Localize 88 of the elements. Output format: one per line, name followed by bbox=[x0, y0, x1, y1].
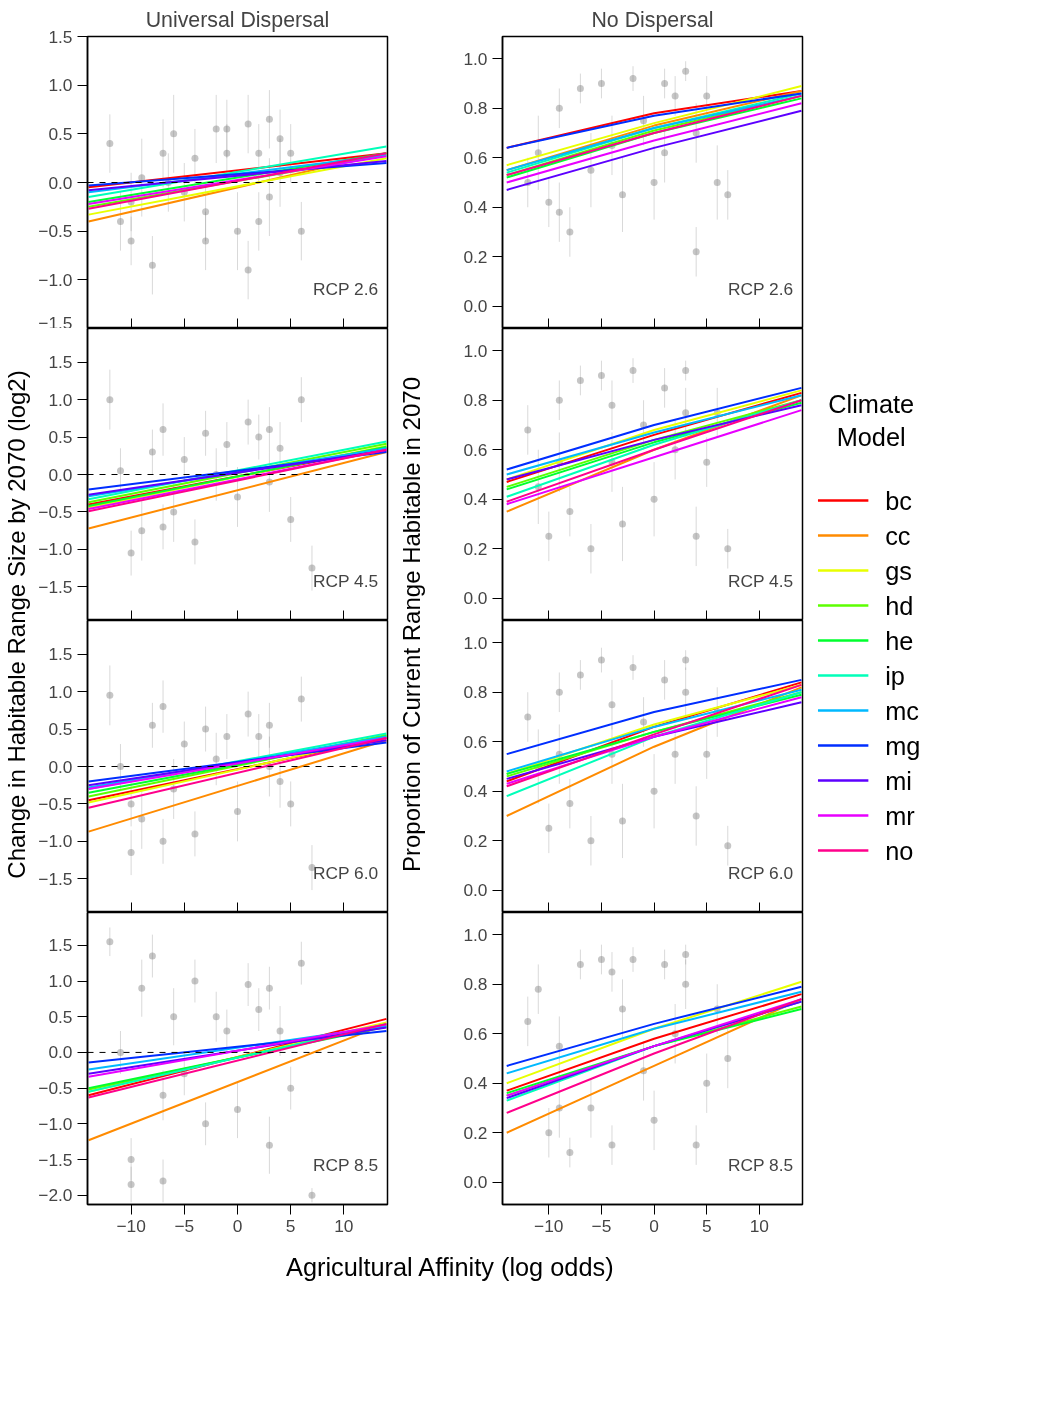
annotation: RCP 2.6 bbox=[728, 279, 794, 300]
y-tick-label: 0.5 bbox=[48, 427, 73, 448]
y-tick-label: 1.0 bbox=[48, 75, 73, 96]
y-tick-label: 0.0 bbox=[463, 296, 488, 317]
x-tick-label: −5 bbox=[591, 1215, 612, 1236]
chart-title: No Dispersal bbox=[591, 7, 714, 32]
y-tick-label: 1.5 bbox=[48, 26, 73, 47]
annotation: RCP 6.0 bbox=[313, 863, 379, 884]
y-tick-label: −1.5 bbox=[38, 1149, 73, 1170]
y-tick-label: 1.0 bbox=[463, 924, 488, 945]
y-tick-label: −1.0 bbox=[38, 269, 73, 290]
y-tick-label: 1.0 bbox=[48, 681, 73, 702]
y-tick-label: 1.5 bbox=[48, 352, 73, 373]
y-tick-label: 0.0 bbox=[48, 1042, 73, 1063]
y-tick-label: −1.5 bbox=[38, 868, 73, 889]
y-tick-label: 0.6 bbox=[463, 439, 488, 460]
y-tick-label: 0.6 bbox=[463, 147, 488, 168]
y-tick-label: 1.5 bbox=[48, 644, 73, 665]
y-tick-label: 0.4 bbox=[463, 781, 488, 802]
y-tick-label: 0.0 bbox=[463, 880, 488, 901]
x-tick-label: 10 bbox=[749, 1215, 769, 1236]
x-tick-label: 10 bbox=[334, 1215, 354, 1236]
y-tick-label: 0.0 bbox=[463, 588, 488, 609]
y-tick-label: 1.0 bbox=[48, 971, 73, 992]
y-tick-label: 0.8 bbox=[463, 974, 488, 995]
legend-label: bc bbox=[885, 486, 912, 515]
x-tick-label: 0 bbox=[649, 1215, 659, 1236]
y-tick-label: 0.6 bbox=[463, 731, 488, 752]
y-tick-label: −1.0 bbox=[38, 1113, 73, 1134]
y-tick-label: 0.8 bbox=[463, 682, 488, 703]
y-tick-label: −0.5 bbox=[38, 1078, 73, 1099]
annotation: RCP 6.0 bbox=[728, 863, 794, 884]
y-tick-label: −2.0 bbox=[38, 1185, 73, 1206]
y-tick-label: −1.0 bbox=[38, 831, 73, 852]
y-tick-label: 0.2 bbox=[463, 246, 488, 267]
legend-label: mc bbox=[885, 696, 919, 725]
y-tick-label: 0.4 bbox=[463, 489, 488, 510]
y-tick-label: 0.2 bbox=[463, 830, 488, 851]
legend-label: no bbox=[885, 836, 914, 865]
y-tick-label: 0.5 bbox=[48, 719, 73, 740]
legend-label: mi bbox=[885, 766, 912, 795]
x-tick-label: −10 bbox=[116, 1215, 146, 1236]
x-tick-label: 5 bbox=[285, 1215, 296, 1236]
legend-label: mg bbox=[885, 731, 921, 760]
annotation: RCP 4.5 bbox=[313, 571, 379, 592]
x-tick-label: 5 bbox=[701, 1215, 712, 1236]
x-tick-label: −5 bbox=[174, 1215, 195, 1236]
y-tick-label: 0.2 bbox=[463, 1122, 488, 1143]
legend-label: he bbox=[885, 626, 914, 655]
annotation: RCP 8.5 bbox=[313, 1155, 379, 1176]
y-tick-label: 0.8 bbox=[463, 390, 488, 411]
chart-title: Universal Dispersal bbox=[145, 7, 330, 32]
y-tick-label: 0.4 bbox=[463, 197, 488, 218]
y-tick-label: 0.0 bbox=[48, 464, 73, 485]
annotation: RCP 4.5 bbox=[728, 571, 794, 592]
y-tick-label: −0.5 bbox=[38, 221, 73, 242]
y-tick-label: 0.8 bbox=[463, 98, 488, 119]
y-axis-title: Proportion of Current Range Habitable in 2070 bbox=[398, 377, 425, 872]
y-tick-label: 0.2 bbox=[463, 538, 488, 559]
x-tick-label: 0 bbox=[232, 1215, 243, 1236]
annotation: RCP 2.6 bbox=[313, 279, 379, 300]
legend-label: gs bbox=[885, 556, 912, 585]
y-tick-label: 1.0 bbox=[463, 48, 488, 69]
y-tick-label: 1.0 bbox=[463, 632, 488, 653]
legend-title: Climate Model bbox=[828, 389, 915, 452]
legend-label: cc bbox=[885, 521, 911, 550]
y-tick-label: 0.0 bbox=[48, 756, 73, 777]
legend-label: hd bbox=[885, 591, 914, 620]
y-tick-label: 1.5 bbox=[48, 935, 73, 956]
y-tick-label: −1.5 bbox=[38, 312, 73, 333]
annotation: RCP 8.5 bbox=[728, 1155, 794, 1176]
y-axis-title: Change in Habitable Range Size by 2070 (log2) bbox=[3, 370, 30, 879]
y-tick-label: 0.5 bbox=[48, 1006, 73, 1027]
y-tick-label: −0.5 bbox=[38, 501, 73, 522]
y-tick-label: 0.0 bbox=[463, 1172, 488, 1193]
legend-label: mr bbox=[885, 801, 916, 830]
y-tick-label: −1.5 bbox=[38, 576, 73, 597]
x-axis-title: Agricultural Affinity (log odds) bbox=[286, 1252, 614, 1281]
y-tick-label: 1.0 bbox=[463, 340, 488, 361]
x-tick-label: −10 bbox=[534, 1215, 564, 1236]
y-tick-label: −0.5 bbox=[38, 793, 73, 814]
legend-label: ip bbox=[885, 661, 905, 690]
y-tick-label: 1.0 bbox=[48, 389, 73, 410]
y-tick-label: 0.5 bbox=[48, 123, 73, 144]
y-tick-label: 0.4 bbox=[463, 1073, 488, 1094]
y-tick-label: −1.0 bbox=[38, 539, 73, 560]
y-tick-label: 0.6 bbox=[463, 1023, 488, 1044]
y-tick-label: 0.0 bbox=[48, 172, 73, 193]
